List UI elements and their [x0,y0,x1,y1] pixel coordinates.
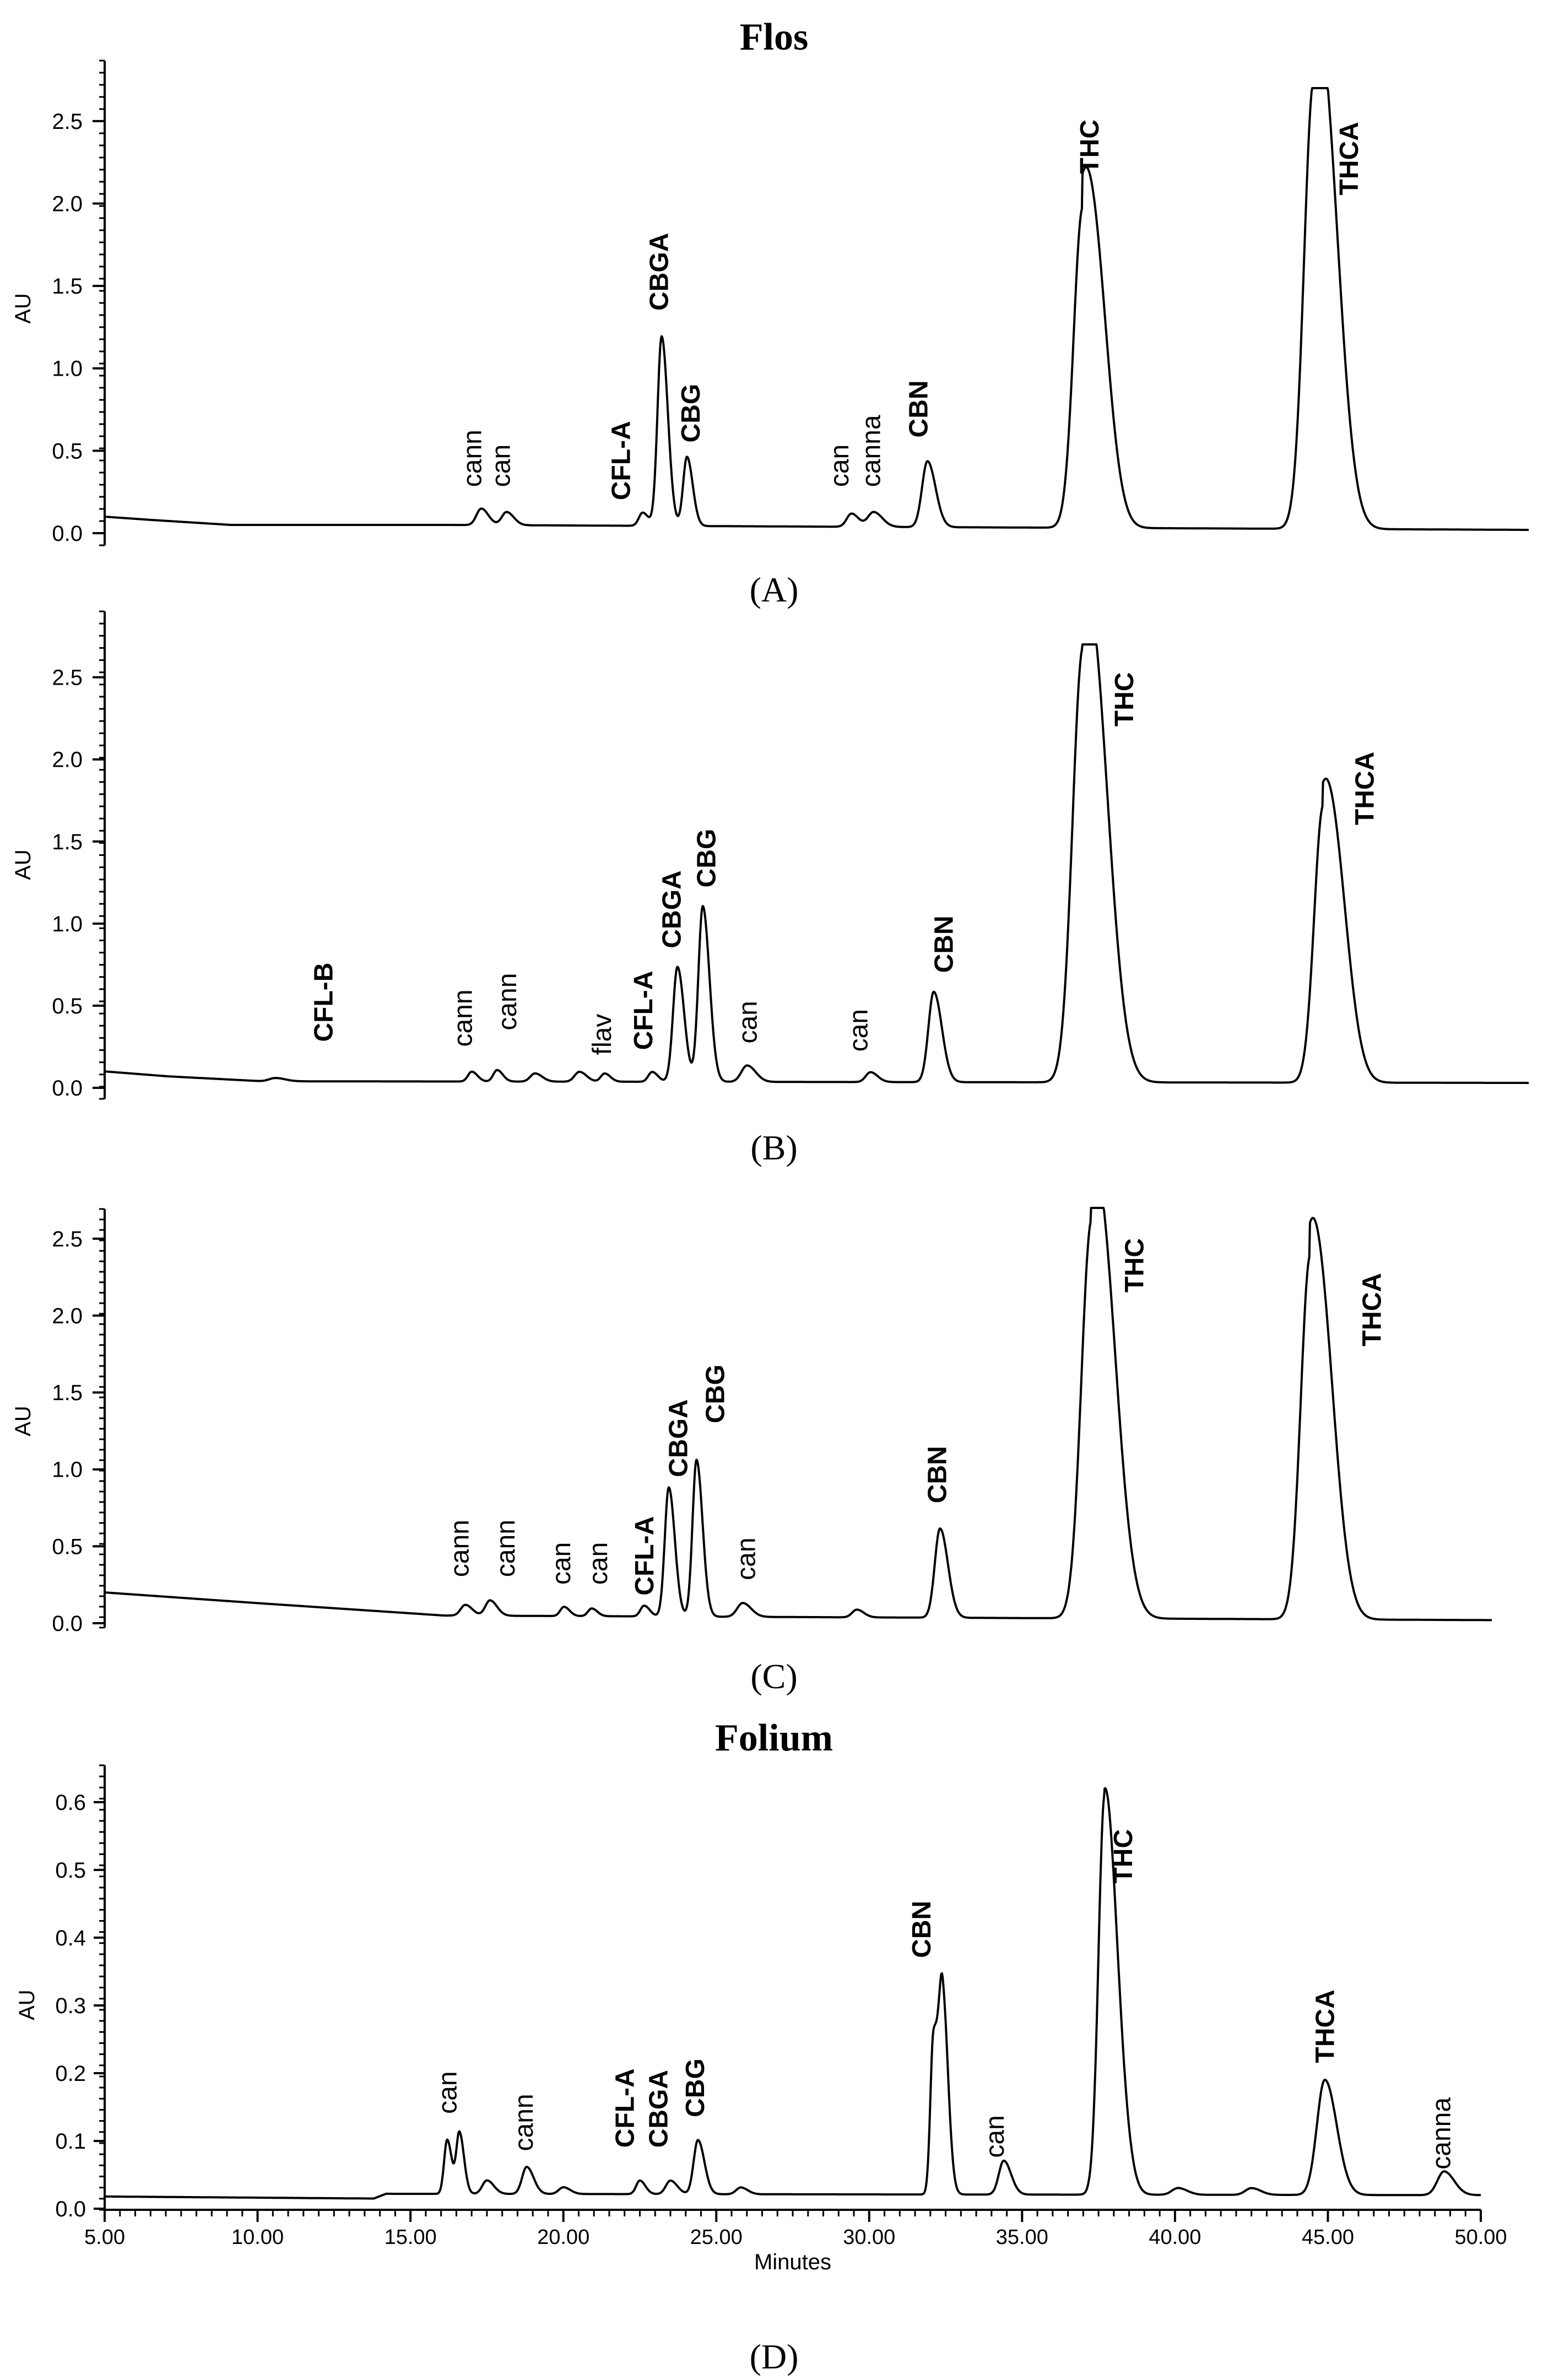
x-tick-label: 5.00 [84,2226,125,2249]
peak-label: THCA [1358,1273,1387,1346]
y-axis-label: AU [15,1989,39,2020]
x-tick-label: 20.00 [537,2226,589,2249]
y-tick-label: 0.5 [55,1858,86,1883]
peak-label: THCA [1335,122,1364,195]
peak-label: CBG [692,829,722,888]
y-tick-label: 1.0 [52,1458,83,1482]
chromatogram-trace [104,87,1529,531]
y-axis-label: AU [11,849,35,880]
y-tick-label: 2.5 [52,1227,83,1251]
peak-label: THC [1075,120,1105,174]
peak-label: cann [445,1520,474,1577]
y-tick-label: 0.3 [55,1994,86,2018]
chromatogram-trace [104,1207,1492,1622]
chart-panel-d: Folium 0.0 0.1 0.2 0.3 0.4 0.5 0.6 AU 5.00 10.00 15… [15,1717,1507,2376]
peak-label: cann [491,1520,521,1577]
y-tick-label: 2.5 [52,666,83,690]
y-tick-label: 0.5 [52,1535,83,1559]
peak-label: CBGA [664,1399,694,1477]
peak-label: THC [1109,1829,1138,1884]
panel-label: (C) [750,1657,797,1696]
chromatogram-trace [104,1787,1481,2200]
x-tick-label: 30.00 [843,2226,895,2249]
peak-label: can [486,444,516,487]
peak-label: can [433,2071,462,2113]
peak-label: THCA [1350,752,1379,825]
peak-label: CBGA [645,233,674,311]
y-tick-label: 0.5 [52,994,83,1018]
panel-label: (A) [750,570,799,609]
peak-label: can [732,1537,761,1580]
x-tick-label: 45.00 [1302,2226,1354,2249]
peak-label: can [733,1001,762,1043]
y-tick-label: 0.0 [52,1612,83,1636]
x-tick-label: 50.00 [1454,2226,1507,2249]
peak-label: CBGA [657,870,686,948]
peak-label: cann [458,430,488,487]
peak-label: cann [510,2094,539,2151]
y-tick-label: 2.0 [52,1304,83,1328]
y-tick-label: 0.0 [52,1076,83,1100]
peak-label: canna [1427,2097,1456,2170]
x-tick-label: 15.00 [385,2226,437,2249]
x-axis-label: Minutes [754,2250,831,2274]
peak-label: CBG [676,384,706,443]
peak-label: CFL-A [630,1516,659,1596]
peak-label: THC [1121,1238,1150,1293]
y-tick-label: 1.0 [52,357,83,381]
y-tick-label: 0.4 [55,1926,86,1950]
y-tick-label: 0.2 [55,2062,86,2086]
peak-label: CFL-B [310,963,339,1042]
y-tick-label: 1.5 [52,830,83,854]
peak-label: THC [1110,672,1139,727]
peak-label: cann [448,989,478,1047]
x-tick-label: 35.00 [996,2226,1048,2249]
peak-label: CFL-A [607,421,636,500]
peak-label: can [584,1542,613,1585]
x-tick-label: 10.00 [231,2226,284,2249]
x-tick-label: 25.00 [690,2226,743,2249]
chart-panel-b: 0.0 0.5 1.0 1.5 2.0 2.5 AU CFL-B cann cann flav CFL… [11,610,1529,1167]
y-tick-label: 1.0 [52,912,83,936]
y-tick-label: 2.0 [52,748,83,772]
peak-label: CBGA [644,2070,673,2148]
peak-label: CBN [907,1901,937,1958]
y-axis-label: AU [11,293,35,324]
y-tick-label: 0.6 [55,1791,86,1815]
peak-label: CBN [905,380,934,437]
peak-label: flav [588,1014,617,1055]
x-tick-label: 40.00 [1149,2226,1201,2249]
peak-label: CBG [681,2058,710,2117]
peak-label: can [825,444,854,487]
y-tick-label: 2.5 [52,110,83,134]
chart-title: Folium [715,1717,833,1759]
panel-label: (B) [750,1128,797,1167]
chart-title: Flos [740,16,808,58]
peak-label: CFL-A [629,971,658,1050]
y-axis-label: AU [11,1406,35,1436]
y-tick-label: 0.0 [52,522,83,546]
peak-label: can [981,2115,1010,2157]
y-tick-label: 2.0 [52,192,83,216]
y-tick-label: 0.5 [52,439,83,463]
peak-label: CFL-A [610,2068,640,2148]
chromatogram-trace [104,643,1529,1085]
peak-label: can [844,1009,873,1051]
panel-label: (D) [750,2337,799,2376]
peak-label: canna [857,415,886,487]
y-tick-label: 1.5 [52,274,83,299]
peak-label: THCA [1311,1989,1340,2063]
y-tick-label: 0.0 [55,2197,86,2221]
peak-label: CBN [923,1446,952,1503]
peak-label: CBN [929,915,959,973]
y-tick-label: 1.5 [52,1381,83,1405]
y-tick-label: 0.1 [55,2129,86,2154]
peak-label: can [547,1542,576,1585]
peak-label: cann [493,973,522,1031]
peak-label: CBG [701,1364,730,1423]
